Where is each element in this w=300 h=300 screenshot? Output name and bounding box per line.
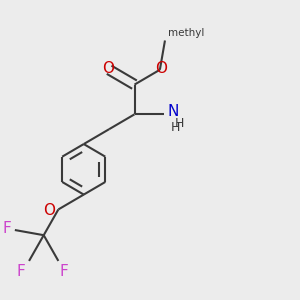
Text: O: O [44,203,56,218]
Text: F: F [60,264,69,279]
Text: O: O [102,61,114,76]
Text: methyl: methyl [168,28,204,38]
Text: H: H [171,121,181,134]
Text: O: O [155,61,167,76]
Text: F: F [17,264,26,279]
Text: F: F [3,221,11,236]
Text: N: N [167,104,179,119]
Text: H: H [175,117,184,130]
